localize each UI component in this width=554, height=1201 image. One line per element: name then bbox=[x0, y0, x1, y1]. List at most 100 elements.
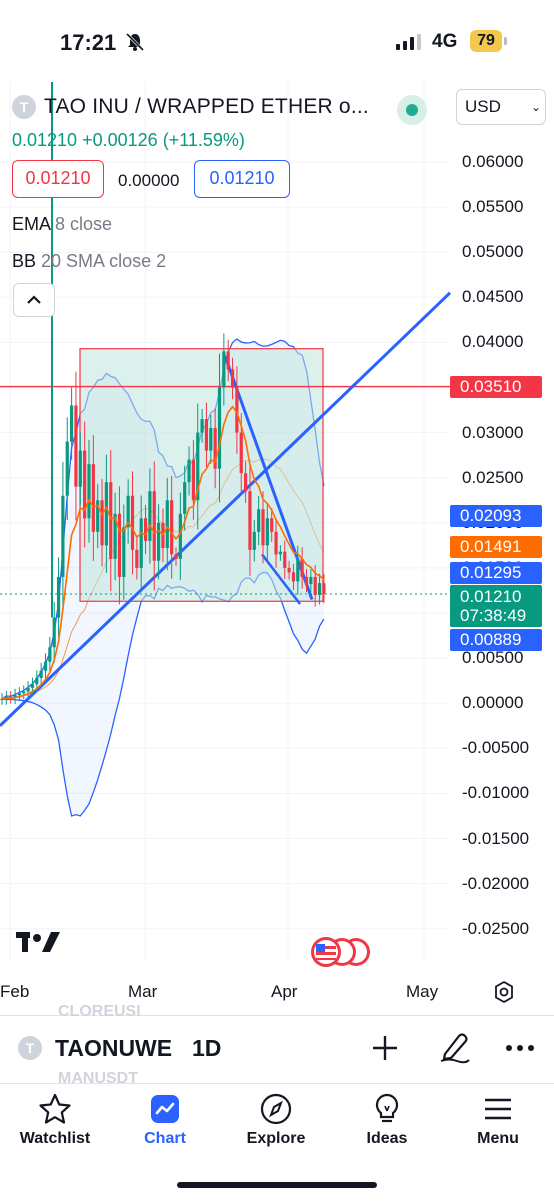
candle bbox=[222, 333, 226, 406]
candle bbox=[17, 687, 21, 702]
chart-icon bbox=[151, 1095, 179, 1123]
market-open-dot bbox=[406, 104, 418, 116]
status-time: 17:21 bbox=[60, 30, 117, 55]
indicator-bb-legend[interactable]: BB 20 SMA close 2 bbox=[12, 251, 166, 272]
symbol-logo: T bbox=[12, 95, 36, 119]
menu-icon bbox=[485, 1098, 511, 1120]
candle bbox=[74, 371, 78, 521]
price-tick-label: -0.02000 bbox=[462, 873, 530, 893]
chevron-up-icon bbox=[27, 295, 41, 304]
candle bbox=[0, 693, 4, 705]
candle bbox=[200, 408, 204, 443]
candle bbox=[174, 547, 178, 566]
nav-menu[interactable]: Menu bbox=[443, 1092, 553, 1148]
candle bbox=[248, 465, 252, 576]
indicator-name: EMA bbox=[12, 214, 51, 234]
indicator-params: 20 SMA close 2 bbox=[41, 251, 167, 271]
price-tick-label: -0.01500 bbox=[462, 828, 530, 848]
interval-button[interactable]: 1D bbox=[192, 1035, 222, 1061]
chart-grid bbox=[0, 82, 450, 962]
events-flags-icon[interactable] bbox=[310, 936, 374, 968]
chevron-down-icon: ⌄ bbox=[531, 100, 542, 114]
trendline-drawing bbox=[0, 291, 452, 727]
price-tag: 0.01210 07:38:49 bbox=[450, 585, 542, 627]
candle bbox=[70, 387, 74, 460]
candle bbox=[78, 432, 82, 505]
candle bbox=[178, 492, 182, 581]
collapse-legend-button[interactable] bbox=[13, 283, 55, 317]
nav-label: Explore bbox=[246, 1130, 306, 1147]
candle bbox=[265, 503, 269, 561]
candle bbox=[217, 353, 222, 503]
bell-muted-icon bbox=[125, 32, 145, 52]
price-tag: 0.00889 bbox=[450, 629, 542, 651]
candle bbox=[196, 403, 200, 530]
candle bbox=[117, 486, 122, 605]
chart-settings-icon[interactable] bbox=[492, 980, 516, 1004]
nav-label: Watchlist bbox=[19, 1130, 91, 1147]
nav-label: Chart bbox=[144, 1130, 186, 1147]
buy-button[interactable]: 0.01210 bbox=[194, 160, 290, 198]
add-icon[interactable] bbox=[370, 1033, 400, 1063]
candle bbox=[170, 475, 174, 579]
candle bbox=[39, 662, 43, 686]
spread-value: 0.00000 bbox=[118, 171, 180, 190]
candle bbox=[43, 653, 48, 680]
price-chart[interactable] bbox=[0, 82, 554, 1012]
time-label-mar: Mar bbox=[128, 982, 158, 1001]
price-tick-label: 0.00000 bbox=[462, 693, 524, 713]
more-icon[interactable] bbox=[505, 1044, 535, 1052]
candle bbox=[122, 504, 126, 600]
nav-ideas[interactable]: Ideas bbox=[332, 1092, 442, 1148]
sell-button[interactable]: 0.01210 bbox=[12, 160, 104, 198]
nav-watchlist[interactable]: Watchlist bbox=[0, 1092, 110, 1148]
network-type: 4G bbox=[432, 31, 458, 52]
indicator-ema-legend[interactable]: EMA 8 close bbox=[12, 214, 112, 235]
price-tick-label: 0.03000 bbox=[462, 422, 524, 442]
candle bbox=[187, 446, 191, 496]
price-tick-label: -0.02500 bbox=[462, 918, 530, 938]
price-change-percent: (+11.59%) bbox=[162, 130, 245, 150]
nav-chart[interactable]: Chart bbox=[110, 1092, 220, 1148]
price-tick-label: 0.06000 bbox=[462, 152, 524, 171]
candle bbox=[100, 479, 104, 567]
indicator-params: 8 close bbox=[55, 214, 113, 234]
currency-select[interactable]: USD bbox=[456, 89, 546, 125]
candle bbox=[61, 461, 65, 611]
time-label-apr: Apr bbox=[271, 982, 298, 1001]
price-tag: 0.01491 bbox=[450, 536, 542, 558]
price-summary: 0.01210 +0.00126 (+11.59%) bbox=[12, 130, 245, 151]
candle bbox=[226, 339, 230, 382]
tradingview-logo-icon bbox=[16, 932, 60, 952]
pen-drawing-icon[interactable] bbox=[437, 1030, 471, 1064]
candle bbox=[204, 402, 209, 468]
symbol-title[interactable]: TAO INU / WRAPPED ETHER o... bbox=[44, 95, 369, 118]
lightbulb-icon bbox=[375, 1093, 399, 1123]
symbol-logo-small: T bbox=[18, 1036, 42, 1060]
candle bbox=[96, 483, 100, 549]
price-tick-label: 0.05500 bbox=[462, 197, 524, 217]
nav-explore[interactable]: Explore bbox=[221, 1092, 331, 1148]
indicator-name: BB bbox=[12, 251, 37, 271]
symbol-ghost-below: MANUSDT bbox=[58, 1070, 138, 1087]
battery-icon: 79 bbox=[470, 30, 502, 52]
candle bbox=[230, 357, 235, 400]
candle bbox=[213, 408, 217, 489]
candle bbox=[244, 461, 248, 503]
candle bbox=[130, 471, 135, 575]
candle bbox=[148, 468, 152, 564]
time-label-feb: Feb bbox=[0, 982, 30, 1001]
currency-value: USD bbox=[465, 97, 501, 116]
price-tick-label: -0.00500 bbox=[462, 738, 530, 758]
candle bbox=[104, 454, 108, 573]
candle bbox=[157, 504, 161, 580]
candle bbox=[287, 560, 291, 580]
candle bbox=[309, 568, 313, 593]
candle bbox=[87, 439, 91, 543]
candle bbox=[48, 636, 52, 673]
candle bbox=[143, 504, 148, 555]
candle bbox=[109, 449, 113, 592]
candle bbox=[65, 417, 69, 521]
price-tick-label: 0.05000 bbox=[462, 242, 524, 262]
symbol-search-button[interactable]: TAONUWE bbox=[55, 1035, 173, 1061]
